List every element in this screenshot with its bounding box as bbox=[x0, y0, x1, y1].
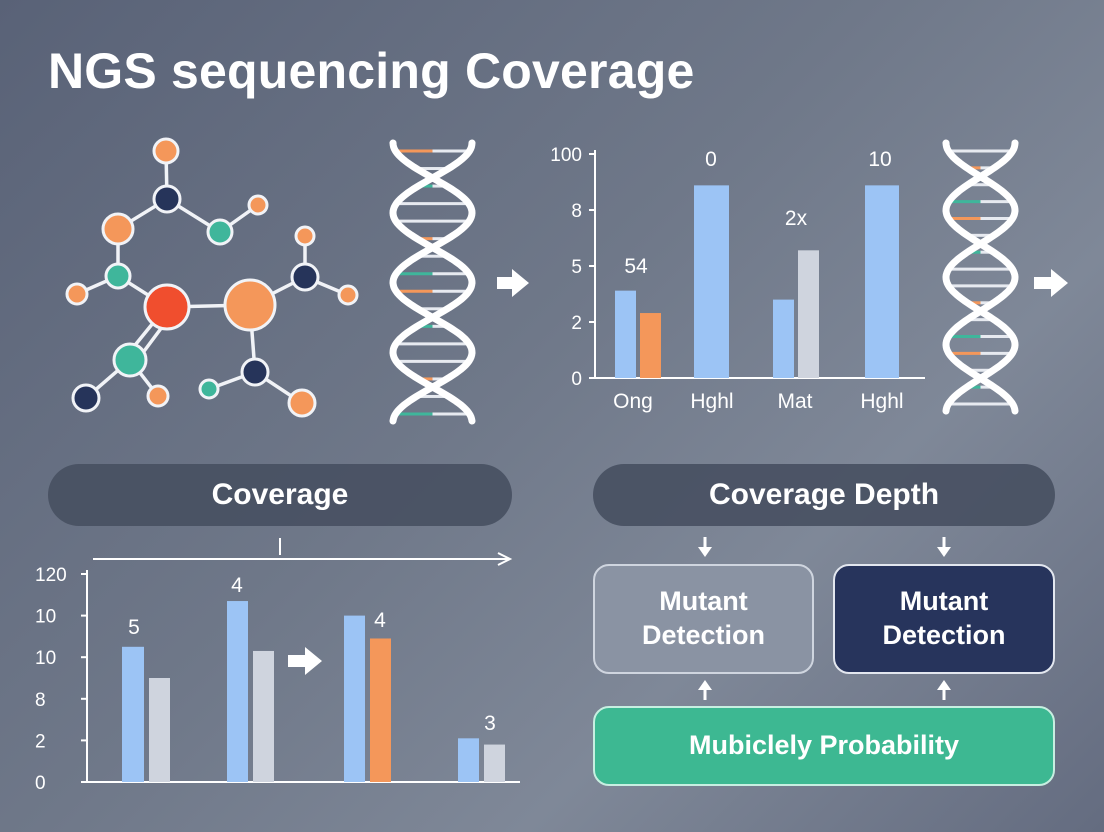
mutant-detection-line2: Detection bbox=[882, 620, 1006, 650]
mutant-detection-line1: Mutant bbox=[659, 586, 748, 617]
data-label: 0 bbox=[705, 148, 717, 171]
y-tick-label: 2 bbox=[571, 313, 582, 334]
y-tick-label: 2 bbox=[35, 731, 46, 752]
y-tick-label: 0 bbox=[571, 369, 582, 390]
y-tick-label: 10 bbox=[35, 607, 56, 628]
up-arrow-icon bbox=[698, 680, 712, 700]
down-arrow-icon bbox=[698, 537, 712, 557]
y-tick-label: 8 bbox=[35, 690, 46, 711]
timeline-arrow-icon bbox=[93, 538, 513, 566]
y-tick-label: 120 bbox=[35, 565, 67, 586]
data-label: 4 bbox=[374, 609, 386, 632]
dna-helix-icon bbox=[389, 139, 476, 425]
x-tick-label: Hghl bbox=[860, 390, 903, 413]
bar-blue bbox=[344, 615, 365, 782]
bar-secondary bbox=[370, 638, 391, 782]
bar-secondary bbox=[253, 650, 274, 782]
probability-label: Mubiclely Probability bbox=[688, 730, 960, 761]
mutant-detection-line1: Mutant bbox=[899, 586, 989, 617]
bar-secondary bbox=[640, 313, 661, 378]
bar-secondary bbox=[798, 250, 819, 378]
coverage-bar-chart-top: 0 2 5 8 100 Ong Hghl Mat Hghl 54 0 2x 10 bbox=[550, 145, 925, 413]
bar-secondary bbox=[484, 744, 505, 782]
bar-blue bbox=[227, 601, 248, 782]
coverage-label-text: Coverage bbox=[211, 478, 349, 511]
bar-secondary bbox=[149, 678, 170, 782]
coverage-bar-chart-bottom: 0 2 8 10 10 120 5 4 4 3 bbox=[35, 565, 520, 794]
coverage-label: Coverage bbox=[48, 464, 512, 526]
data-label: 4 bbox=[231, 574, 243, 597]
probability-box: Mubiclely Probability bbox=[593, 706, 1055, 786]
coverage-depth-label-text: Coverage Depth bbox=[708, 478, 940, 511]
data-label: 3 bbox=[484, 712, 496, 735]
x-tick-label: Hghl bbox=[690, 390, 733, 413]
mutant-detection-box-dark: Mutant Detection bbox=[833, 564, 1055, 674]
bar-blue bbox=[615, 290, 636, 378]
right-arrow-icon bbox=[1034, 269, 1068, 297]
y-tick-label: 0 bbox=[35, 773, 46, 794]
data-label: 5 bbox=[128, 616, 140, 639]
molecule-network-icon bbox=[65, 137, 359, 418]
up-arrow-icon bbox=[937, 680, 951, 700]
coverage-depth-label: Coverage Depth bbox=[593, 464, 1055, 526]
page-title: NGS sequencing Coverage bbox=[48, 43, 695, 99]
y-tick-label: 8 bbox=[571, 201, 582, 222]
bar-blue bbox=[694, 185, 729, 378]
x-tick-label: Mat bbox=[777, 390, 812, 413]
y-tick-label: 10 bbox=[35, 648, 56, 669]
right-arrow-icon bbox=[497, 269, 529, 297]
right-arrow-icon bbox=[288, 647, 322, 675]
y-tick-label: 100 bbox=[550, 145, 582, 166]
data-label: 54 bbox=[624, 255, 648, 278]
y-tick-label: 5 bbox=[571, 257, 582, 278]
bar-blue bbox=[122, 646, 144, 782]
bar-blue bbox=[458, 738, 479, 782]
bar-blue bbox=[865, 185, 899, 378]
mutant-detection-box-light: Mutant Detection bbox=[593, 564, 814, 674]
mutant-detection-line2: Detection bbox=[641, 620, 766, 650]
down-arrow-icon bbox=[937, 537, 951, 557]
data-label: 10 bbox=[868, 148, 891, 171]
dna-helix-icon bbox=[942, 139, 1019, 415]
data-label: 2x bbox=[785, 207, 808, 230]
x-tick-label: Ong bbox=[613, 390, 653, 413]
bar-blue bbox=[773, 299, 794, 378]
